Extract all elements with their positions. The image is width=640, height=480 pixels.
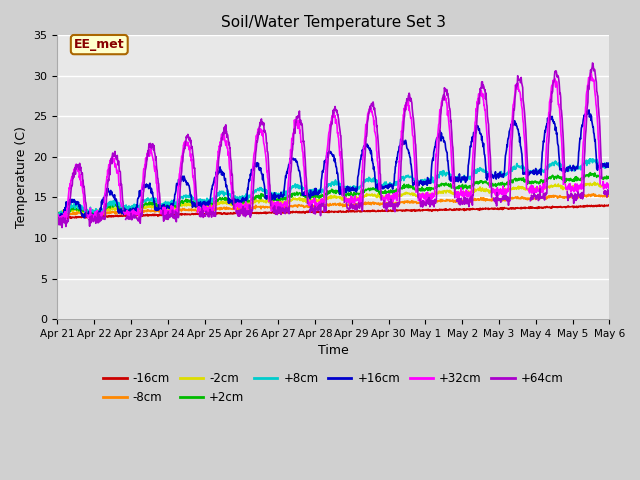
Text: EE_met: EE_met (74, 38, 125, 51)
Y-axis label: Temperature (C): Temperature (C) (15, 126, 28, 228)
Title: Soil/Water Temperature Set 3: Soil/Water Temperature Set 3 (221, 15, 446, 30)
X-axis label: Time: Time (318, 344, 349, 358)
Legend: -16cm, -8cm, -2cm, +2cm, +8cm, +16cm, +32cm, +64cm: -16cm, -8cm, -2cm, +2cm, +8cm, +16cm, +3… (99, 368, 568, 409)
